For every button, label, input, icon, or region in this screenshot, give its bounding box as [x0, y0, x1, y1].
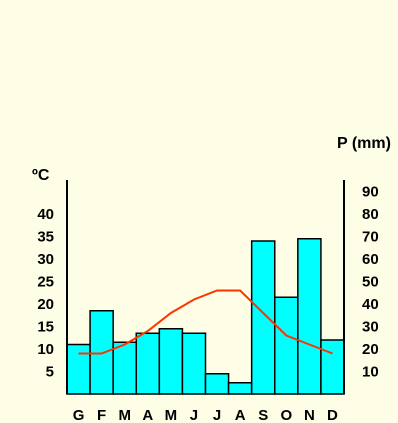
- right-tick-label: 10: [362, 364, 379, 381]
- precipitation-bars: [66, 238, 345, 395]
- left-tick-label: 40: [37, 206, 54, 223]
- right-tick-label: 90: [362, 184, 379, 201]
- month-label: D: [327, 407, 338, 423]
- month-label: J: [213, 407, 221, 423]
- temperature-polyline: [78, 289, 333, 355]
- left-tick-label: 25: [37, 274, 54, 291]
- left-tick-label: 35: [37, 229, 54, 246]
- precip-bar-3: [112, 341, 137, 395]
- precip-bar-9: [250, 240, 276, 395]
- month-label: M: [118, 407, 131, 423]
- left-tick-label: 15: [37, 319, 54, 336]
- precip-bar-5: [158, 328, 184, 395]
- right-tick-label: 60: [362, 251, 379, 268]
- right-tick-label: 20: [362, 341, 379, 358]
- month-label: G: [73, 407, 85, 423]
- left-tick-label: 30: [37, 251, 54, 268]
- precip-bar-2: [89, 310, 114, 395]
- right-tick-label: 70: [362, 229, 379, 246]
- left-tick-label: 5: [46, 364, 54, 381]
- right-axis-title: P (mm): [337, 135, 391, 152]
- month-label: N: [304, 407, 315, 423]
- month-label: A: [235, 407, 246, 423]
- precip-bar-7: [204, 373, 230, 395]
- left-axis-ticks: 5 10 15 20 25 30 35 40: [37, 206, 54, 381]
- precip-bar-12: [320, 339, 345, 395]
- month-label: A: [142, 407, 153, 423]
- temperature-line: [78, 289, 333, 355]
- left-axis-title: ºC: [32, 167, 50, 184]
- left-tick-label: 10: [37, 341, 54, 358]
- left-tick-label: 20: [37, 296, 54, 313]
- month-label: O: [280, 407, 292, 423]
- month-label: S: [258, 407, 268, 423]
- month-label: M: [165, 407, 178, 423]
- precip-bar-6: [181, 332, 207, 395]
- month-label: F: [97, 407, 106, 423]
- precip-bar-1: [66, 343, 91, 395]
- right-tick-label: 30: [362, 319, 379, 336]
- precip-bar-8: [227, 382, 253, 395]
- month-label: J: [190, 407, 198, 423]
- precip-bar-10: [274, 296, 299, 395]
- right-tick-label: 40: [362, 296, 379, 313]
- right-tick-label: 80: [362, 206, 379, 223]
- precip-bar-11: [297, 238, 322, 395]
- precip-bar-4: [135, 332, 161, 395]
- right-tick-label: 50: [362, 274, 379, 291]
- right-axis-ticks: 10 20 30 40 50 60 70 80 90: [362, 184, 379, 381]
